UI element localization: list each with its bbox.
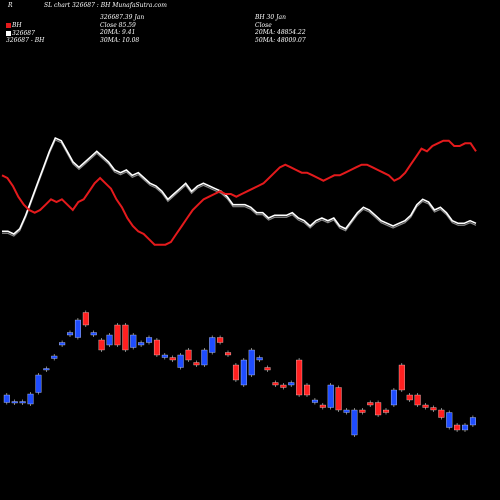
candle bbox=[359, 409, 366, 413]
right-info-panel: BH 30 Jan Close 20MA: 48854.22 50MA: 480… bbox=[255, 14, 306, 44]
candle bbox=[185, 349, 192, 361]
candle bbox=[161, 354, 168, 358]
moving-average-line bbox=[2, 136, 477, 235]
right-info-line: 50MA: 48009.07 bbox=[255, 36, 306, 44]
candle bbox=[462, 424, 469, 431]
candle bbox=[74, 319, 81, 338]
candle bbox=[343, 409, 350, 413]
candle bbox=[82, 312, 89, 326]
left-info-line: 326687.39 Jan bbox=[100, 14, 145, 21]
candle bbox=[398, 364, 405, 391]
candle bbox=[311, 399, 318, 403]
candle bbox=[256, 357, 263, 361]
left-info-line: Close 85.59 bbox=[100, 21, 136, 29]
candlestick-volume-group bbox=[3, 310, 476, 437]
candle bbox=[67, 332, 74, 336]
candle bbox=[146, 337, 153, 343]
candle bbox=[280, 384, 287, 388]
candle bbox=[193, 362, 200, 366]
candle bbox=[51, 355, 58, 359]
right-info-line: 20MA: 48854.22 bbox=[255, 29, 306, 36]
candle bbox=[375, 402, 382, 416]
candle bbox=[225, 352, 232, 356]
candle bbox=[106, 334, 113, 346]
candle bbox=[264, 367, 271, 371]
legend-sub: 326687 - BH bbox=[6, 37, 45, 44]
legend-label-row: BH bbox=[6, 22, 44, 30]
candle bbox=[272, 382, 279, 386]
candle bbox=[319, 404, 326, 408]
candle bbox=[35, 374, 42, 393]
candle bbox=[390, 389, 397, 406]
candle bbox=[122, 324, 129, 351]
candle bbox=[240, 359, 247, 386]
candle bbox=[351, 409, 358, 436]
candle bbox=[446, 412, 453, 428]
candle bbox=[153, 339, 160, 356]
candle bbox=[414, 394, 421, 406]
candle bbox=[169, 357, 176, 361]
ma-line-swatch bbox=[6, 30, 11, 36]
candle bbox=[430, 407, 437, 411]
legend-price: 326687 bbox=[12, 29, 35, 37]
left-info-line: 20MA: 9.41 bbox=[100, 29, 136, 36]
candle bbox=[296, 359, 303, 396]
candle bbox=[217, 337, 224, 343]
candle bbox=[19, 401, 26, 404]
candle bbox=[454, 424, 461, 431]
candle bbox=[90, 332, 97, 336]
left-info-panel: 326687.39 Jan Close 85.59 20MA: 9.41 30M… bbox=[100, 14, 144, 44]
candle bbox=[138, 342, 145, 346]
candle bbox=[3, 394, 10, 403]
moving-average-shadow-line bbox=[2, 139, 477, 237]
candle bbox=[383, 409, 390, 413]
price-line bbox=[1, 139, 477, 246]
candle bbox=[177, 354, 184, 368]
candle bbox=[59, 342, 66, 346]
candle bbox=[406, 394, 413, 401]
candle bbox=[27, 393, 34, 405]
candle bbox=[130, 334, 137, 348]
candle bbox=[288, 382, 295, 386]
candle bbox=[327, 384, 334, 408]
candle bbox=[469, 417, 476, 426]
legend-label: BH bbox=[12, 22, 22, 29]
chart-title: SL chart 326687 : BH MunafaSutra.com bbox=[44, 2, 167, 9]
candle bbox=[335, 387, 342, 411]
candle bbox=[114, 324, 121, 346]
left-info-line: 30MA: 10.08 bbox=[100, 36, 140, 44]
candle bbox=[248, 349, 255, 376]
candle bbox=[367, 402, 374, 406]
right-info-line: BH 30 Jan bbox=[255, 14, 286, 21]
price-line-swatch bbox=[6, 23, 11, 28]
candle bbox=[43, 368, 50, 371]
candle bbox=[232, 364, 239, 381]
legend-price-row: 326687 bbox=[6, 30, 44, 38]
candle bbox=[422, 404, 429, 408]
candle bbox=[438, 409, 445, 418]
chart-tag: R bbox=[8, 2, 13, 9]
candle bbox=[98, 339, 105, 351]
right-info-line: Close bbox=[255, 21, 272, 29]
candle bbox=[209, 337, 216, 353]
candle bbox=[304, 384, 311, 396]
candle bbox=[11, 401, 18, 404]
legend: BH 326687 326687 - BH bbox=[6, 22, 44, 45]
candle bbox=[201, 349, 208, 366]
